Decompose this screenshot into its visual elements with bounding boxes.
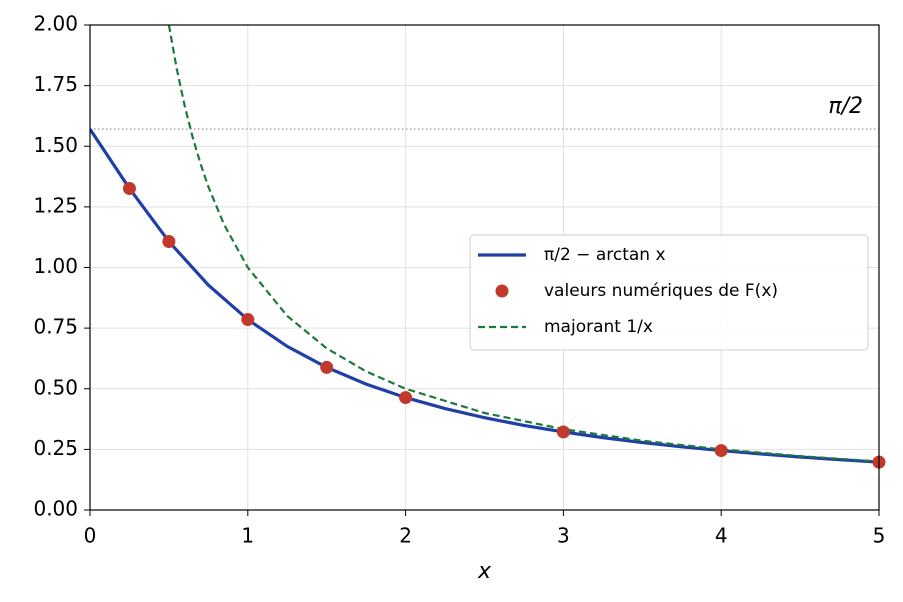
legend-box	[469, 234, 869, 351]
data-point	[320, 360, 334, 374]
x-tick-label: 2	[399, 524, 412, 548]
data-point	[556, 425, 570, 439]
data-point	[241, 313, 255, 327]
data-point	[122, 181, 136, 195]
plot-area	[90, 25, 879, 464]
legend-label: valeurs numériques de F(x)	[544, 281, 778, 301]
x-tick-label: 5	[873, 524, 886, 548]
y-tick-label: 1.25	[33, 193, 78, 217]
y-tick-label: 1.75	[33, 72, 78, 96]
x-tick-label: 4	[715, 524, 728, 548]
data-point	[399, 391, 413, 405]
y-tick-label: 0.50	[33, 375, 78, 399]
legend: π/2 − arctan x valeurs numériques de F(x)…	[469, 234, 869, 351]
data-point	[162, 235, 176, 249]
x-tick-label: 1	[241, 524, 254, 548]
series-line	[90, 128, 879, 464]
x-axis-label: x	[477, 559, 492, 584]
legend-marker	[495, 284, 509, 298]
y-tick-label: 0.00	[33, 497, 78, 521]
y-tick-label: 1.00	[33, 254, 78, 278]
y-tick-label: 0.25	[33, 436, 78, 460]
y-tick-label: 0.75	[33, 315, 78, 339]
reference-label: π/2	[828, 94, 863, 119]
data-point	[714, 444, 728, 458]
y-tick-label: 1.50	[33, 133, 78, 157]
legend-label: majorant 1/x	[544, 317, 653, 337]
legend-label: π/2 − arctan x	[544, 245, 666, 265]
y-tick-label: 2.00	[33, 12, 78, 36]
x-tick-label: 3	[557, 524, 570, 548]
plot-frame	[89, 24, 880, 511]
series-line	[167, 25, 879, 463]
x-tick-label: 0	[84, 524, 97, 548]
